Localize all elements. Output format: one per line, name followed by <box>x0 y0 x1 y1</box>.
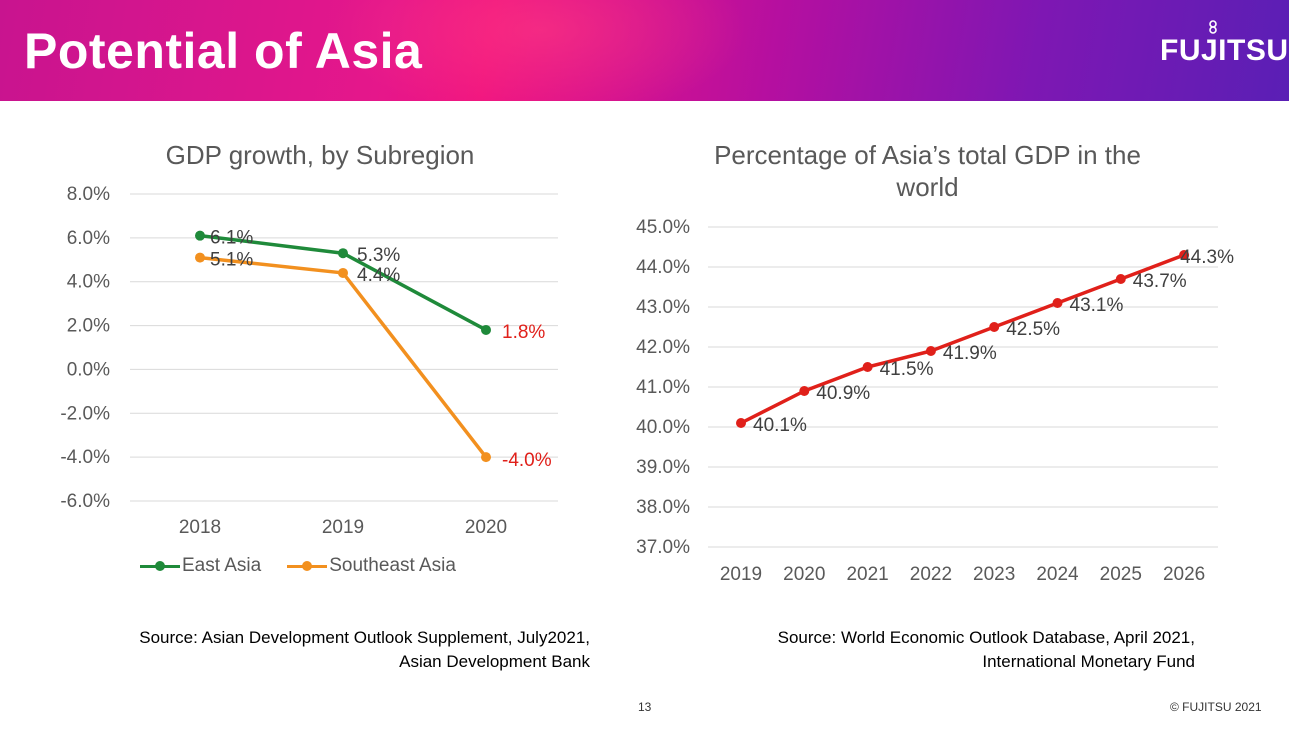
page-number: 13 <box>638 700 652 714</box>
right-xtick-label: 2022 <box>910 564 952 585</box>
right-xtick-label: 2024 <box>1036 564 1079 585</box>
left-data-point <box>195 230 205 241</box>
left-ytick-label: 2.0% <box>67 316 110 337</box>
right-xtick-label: 2025 <box>1100 564 1142 585</box>
left-data-label: 5.1% <box>210 250 253 271</box>
right-xtick-label: 2019 <box>720 564 762 585</box>
right-ytick-label: 44.0% <box>636 257 690 278</box>
left-data-label: -4.0% <box>502 450 552 471</box>
right-data-point <box>1052 298 1063 308</box>
left-xtick-label: 2018 <box>179 517 221 538</box>
left-data-point <box>338 267 348 278</box>
right-xtick-label: 2026 <box>1163 564 1205 585</box>
fujitsu-logo: FUJITSU <box>1160 20 1289 68</box>
right-data-point <box>799 386 810 396</box>
right-data-point <box>989 322 1000 332</box>
left-chart-source: Source: Asian Development Outlook Supple… <box>40 626 590 674</box>
legend-swatch-southeast-asia <box>287 559 328 573</box>
right-data-label: 41.5% <box>880 359 934 380</box>
left-data-point <box>481 452 491 463</box>
header-glow <box>330 0 750 101</box>
left-ytick-label: -4.0% <box>60 447 110 468</box>
left-data-point <box>195 252 205 263</box>
right-ytick-label: 39.0% <box>636 457 690 478</box>
right-data-label: 43.7% <box>1133 271 1187 292</box>
right-xtick-label: 2020 <box>783 564 825 585</box>
right-data-label: 41.9% <box>943 343 997 364</box>
header-banner: Potential of Asia FUJITSU <box>0 0 1289 101</box>
right-data-point <box>925 346 936 356</box>
right-ytick-label: 45.0% <box>636 217 690 238</box>
right-series-line-0 <box>740 253 1185 425</box>
right-ytick-label: 41.0% <box>636 377 690 398</box>
right-xtick-label: 2021 <box>846 564 888 585</box>
right-source-line2: International Monetary Fund <box>982 652 1195 671</box>
right-data-point <box>736 418 746 428</box>
left-ytick-label: 0.0% <box>67 359 110 380</box>
left-data-label: 4.4% <box>357 265 400 286</box>
legend-label-east-asia: East Asia <box>182 555 262 576</box>
right-chart-source: Source: World Economic Outlook Database,… <box>650 626 1195 674</box>
right-xtick-label: 2023 <box>973 564 1015 585</box>
left-data-label: 5.3% <box>357 245 400 266</box>
right-data-label: 44.3% <box>1180 247 1234 268</box>
right-ytick-label: 37.0% <box>636 537 690 558</box>
right-chart-title-line2: world <box>896 172 959 202</box>
right-ytick-label: 38.0% <box>636 497 690 518</box>
right-data-point <box>1179 250 1190 260</box>
left-data-point <box>338 248 348 259</box>
left-ytick-label: -6.0% <box>60 491 110 512</box>
right-ytick-label: 40.0% <box>636 417 690 438</box>
left-ytick-label: 8.0% <box>67 184 110 205</box>
right-data-point <box>1115 274 1126 284</box>
left-ytick-label: 4.0% <box>67 272 110 293</box>
right-ytick-label: 43.0% <box>636 297 690 318</box>
right-ytick-label: 42.0% <box>636 337 690 358</box>
infinity-icon <box>1209 20 1217 34</box>
left-source-line2: Asian Development Bank <box>399 652 590 671</box>
right-data-label: 42.5% <box>1006 319 1060 340</box>
left-xtick-label: 2019 <box>322 517 364 538</box>
left-ytick-label: 6.0% <box>67 228 110 249</box>
legend-label-southeast-asia: Southeast Asia <box>329 555 456 576</box>
left-chart-legend: East Asia Southeast Asia <box>140 555 456 577</box>
right-data-point <box>862 362 873 372</box>
right-data-label: 40.9% <box>816 383 870 404</box>
right-chart-title-line1: Percentage of Asia’s total GDP in the <box>714 140 1141 170</box>
left-data-point <box>481 324 491 335</box>
page-title: Potential of Asia <box>24 23 423 79</box>
left-data-label: 1.8% <box>502 322 545 343</box>
left-ytick-label: -2.0% <box>60 403 110 424</box>
legend-swatch-east-asia <box>140 559 180 573</box>
copyright: © FUJITSU 2021 <box>1170 700 1262 714</box>
right-chart-title: Percentage of Asia’s total GDP in the wo… <box>660 139 1195 203</box>
left-data-label: 6.1% <box>210 228 253 249</box>
logo-text: FUJITSU <box>1160 34 1289 67</box>
right-data-label: 40.1% <box>753 415 807 436</box>
right-source-line1: Source: World Economic Outlook Database,… <box>777 628 1195 647</box>
left-chart-title: GDP growth, by Subregion <box>165 140 475 170</box>
left-xtick-label: 2020 <box>465 517 507 538</box>
right-data-label: 43.1% <box>1070 295 1124 316</box>
left-source-line1: Source: Asian Development Outlook Supple… <box>139 628 590 647</box>
